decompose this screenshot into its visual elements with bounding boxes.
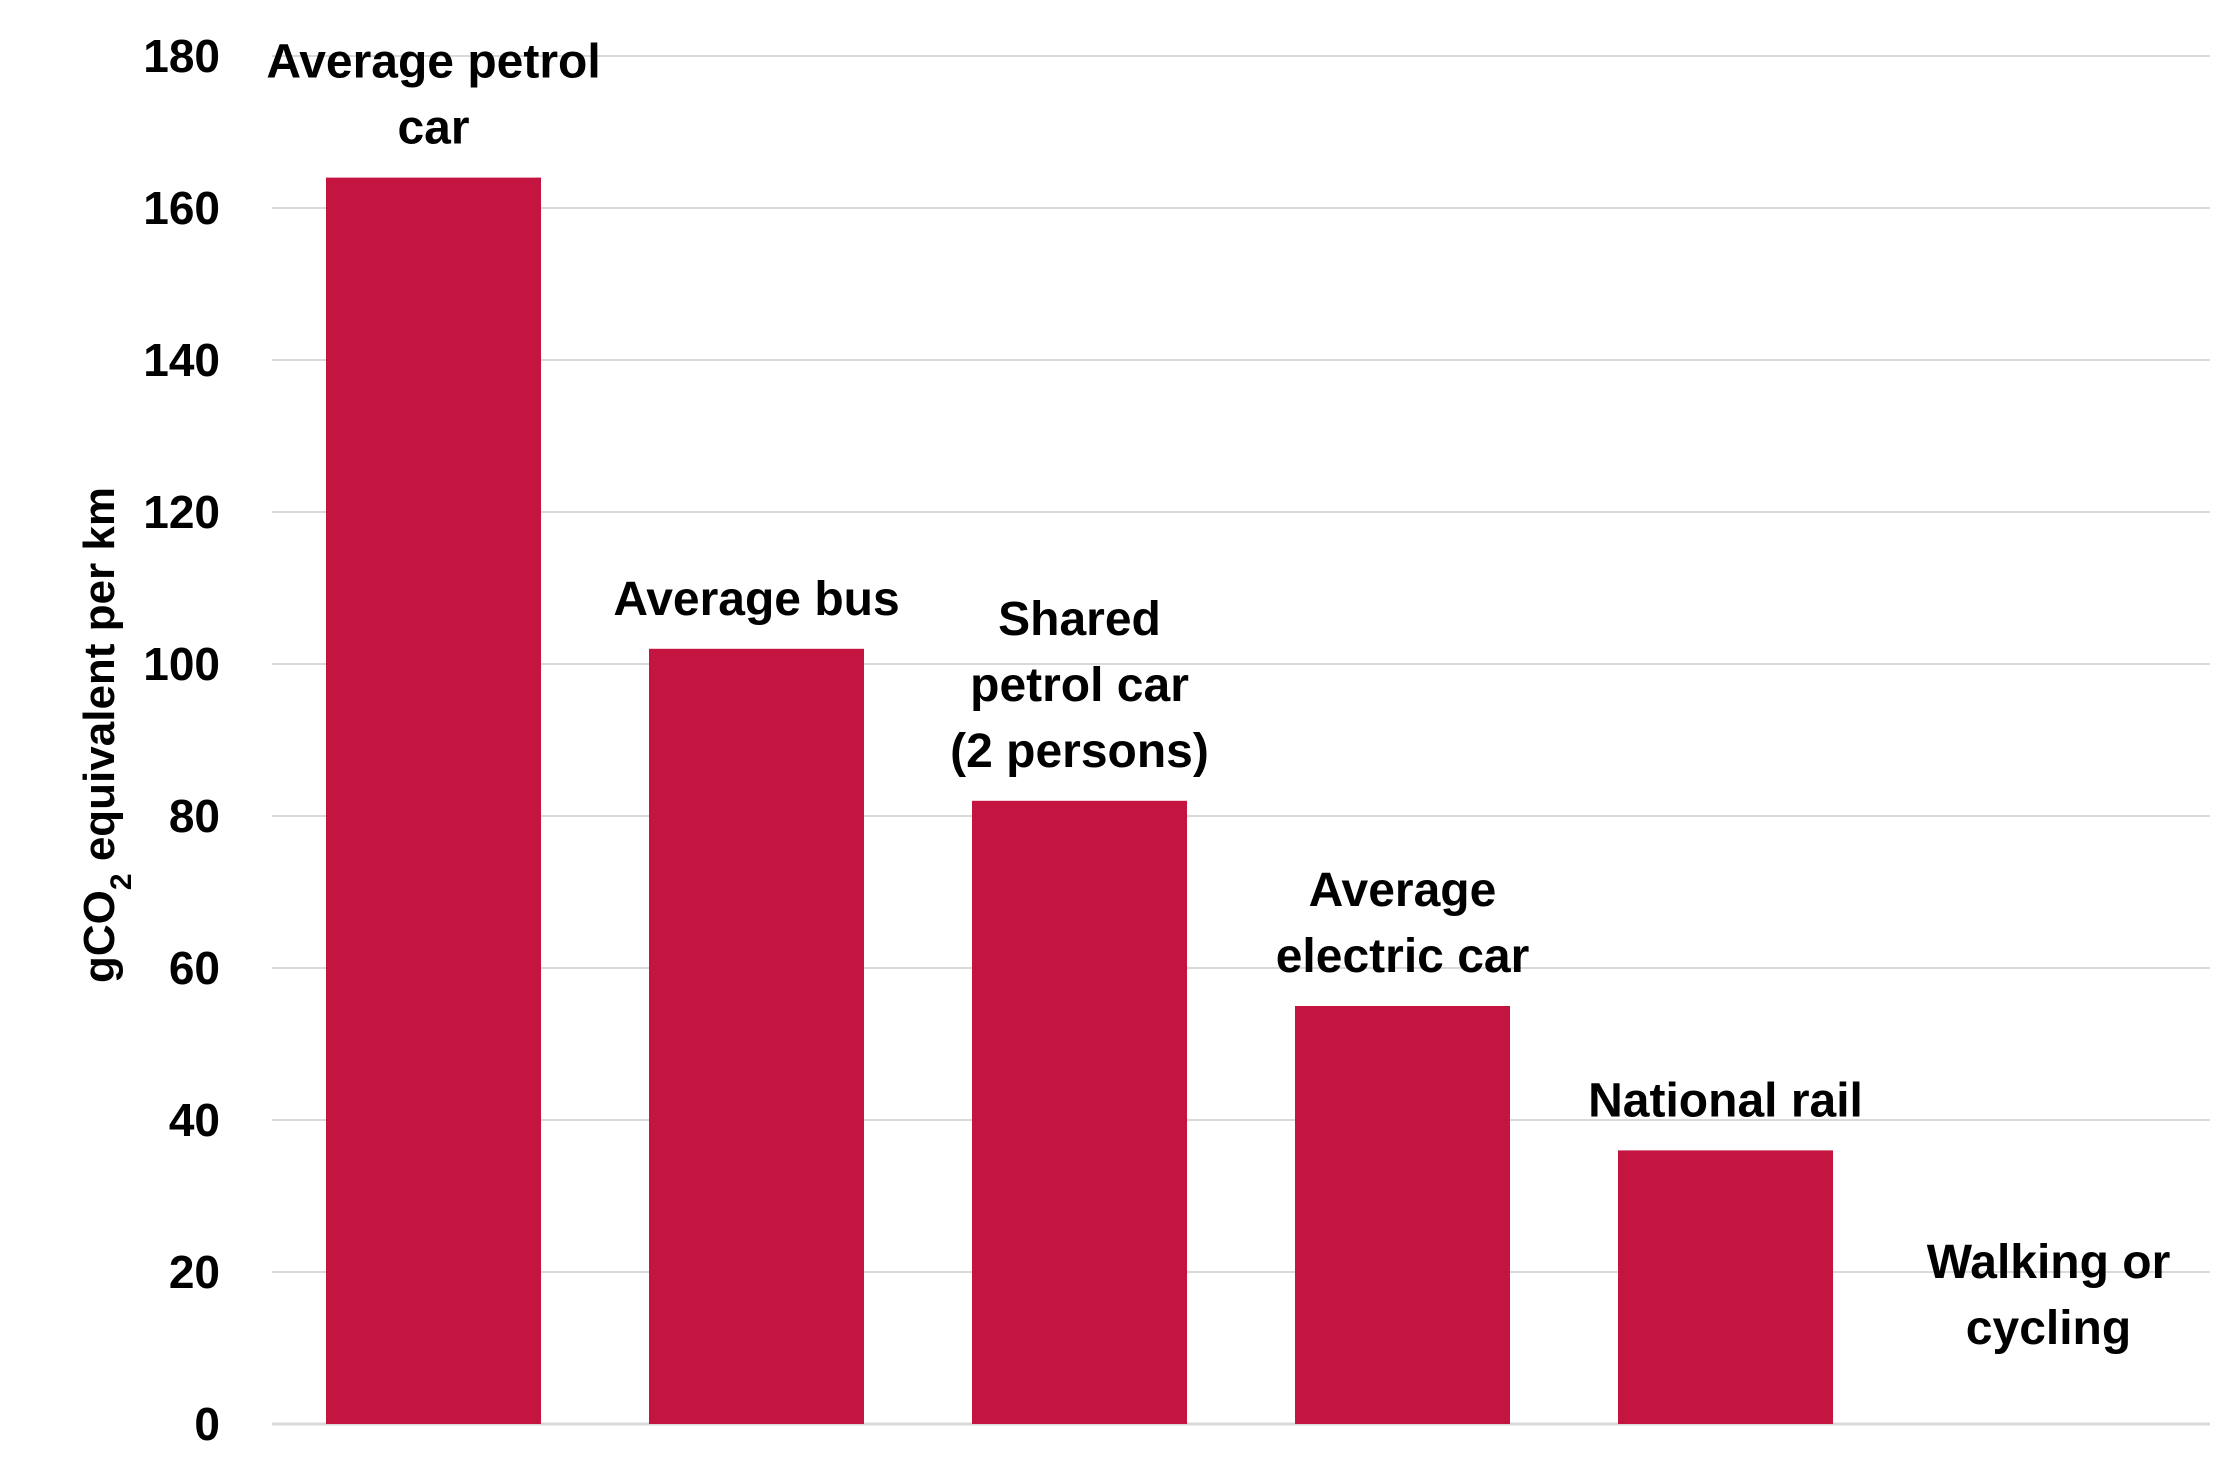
bar-category-label-line: Average bus	[613, 573, 899, 626]
bar	[649, 648, 864, 1424]
bar-category-label-line: electric car	[1276, 930, 1530, 983]
y-axis-title-prefix: gCO	[75, 890, 124, 983]
y-axis-title-subscript: 2	[105, 873, 138, 890]
bar-category-label-line: (2 persons)	[950, 725, 1209, 778]
bar-category-label: Average bus	[613, 573, 899, 626]
y-axis-ticks: 0 20 40 60 80 100 120 140 160 180	[143, 30, 220, 1450]
bar-category-label-line: Walking or	[1927, 1236, 2171, 1289]
y-tick-label: 140	[143, 334, 220, 386]
y-tick-label: 160	[143, 182, 220, 234]
y-tick-label: 0	[194, 1398, 220, 1450]
y-tick-label: 20	[169, 1246, 220, 1298]
y-tick-label: 120	[143, 486, 220, 538]
y-tick-label: 100	[143, 638, 220, 690]
y-tick-label: 80	[169, 790, 220, 842]
bar-category-label-line: Average	[1309, 864, 1497, 917]
bar-category-label-line: Shared	[998, 593, 1161, 646]
bar-category-label-line: Average petrol	[266, 36, 600, 89]
y-axis-title-suffix: equivalent per km	[75, 487, 124, 873]
y-tick-label: 180	[143, 30, 220, 82]
bar	[326, 177, 541, 1425]
bar-category-label: Walking or cycling	[1927, 1236, 2171, 1355]
y-tick-label: 40	[169, 1094, 220, 1146]
bar	[1618, 1150, 1833, 1424]
bar-category-label-line: cycling	[1966, 1302, 2131, 1355]
bar-category-label: Shared petrol car (2 persons)	[950, 593, 1209, 778]
bar	[1295, 1006, 1510, 1424]
bar-category-label: Average petrol car	[266, 36, 600, 155]
bar-category-label: National rail	[1588, 1074, 1863, 1127]
gridlines	[272, 55, 2210, 1426]
bar-category-label-line: car	[397, 102, 469, 155]
bar-labels: Average petrol car Average bus Shared petrol…	[266, 36, 2170, 1355]
y-tick-label: 60	[169, 942, 220, 994]
bar-category-label-line: National rail	[1588, 1074, 1863, 1127]
bar	[972, 800, 1187, 1424]
bars	[326, 177, 1833, 1425]
y-axis-title: gCO2 equivalent per km	[75, 487, 138, 983]
bar-category-label-line: petrol car	[970, 659, 1189, 712]
bar-category-label: Average electric car	[1276, 864, 1530, 983]
